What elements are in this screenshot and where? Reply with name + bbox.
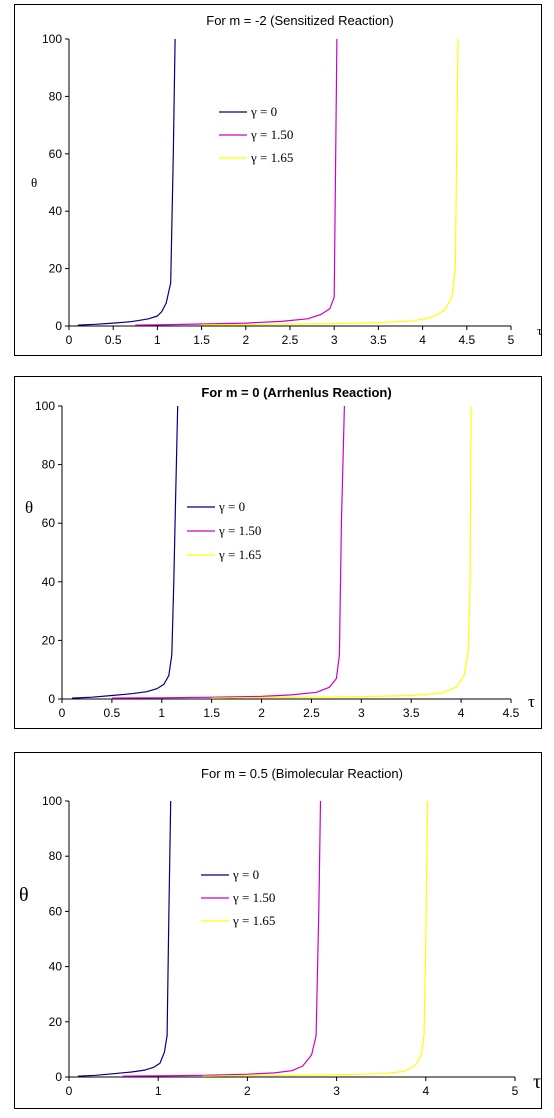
x-tick-label: 5: [508, 333, 515, 347]
legend-label: γ = 0: [250, 104, 277, 119]
x-tick-label: 2: [242, 333, 249, 347]
legend-label: γ = 1.65: [232, 913, 275, 928]
series-line-3: [202, 800, 429, 1077]
x-axis-label: τ: [533, 1071, 541, 1093]
chart-panel-bimolecular: For m = 0.5 (Bimolecular Reaction) 0 1 2 3 4 5…: [14, 752, 542, 1109]
x-tick-label: 1: [158, 706, 165, 720]
legend-label: γ = 0: [218, 499, 245, 514]
x-tick-label: 1: [155, 1084, 162, 1098]
x-axis-label: τ: [537, 323, 542, 338]
legend-label: γ = 1.65: [218, 547, 261, 562]
y-tick-label: 0: [55, 319, 62, 333]
x-tick-label: 5: [512, 1084, 519, 1098]
x-tick-label: 4.5: [458, 333, 475, 347]
chart-legend: γ = 0 γ = 1.50 γ = 1.65: [187, 499, 261, 562]
legend-label: γ = 0: [232, 867, 259, 882]
y-tick-label: 60: [42, 516, 56, 530]
x-tick-label: 1: [154, 333, 161, 347]
y-tick-label: 0: [55, 1070, 62, 1084]
legend-label: γ = 1.65: [250, 150, 293, 165]
y-tick-label: 60: [49, 904, 63, 918]
y-tick-label: 20: [49, 1015, 63, 1029]
series-line-2: [122, 800, 322, 1077]
chart-legend: γ = 0 γ = 1.50 γ = 1.65: [219, 104, 293, 165]
y-tick-label: 40: [42, 575, 56, 589]
chart-title: For m = 0 (Arrhenlus Reaction): [201, 385, 391, 400]
series-line-3: [201, 38, 459, 326]
x-tick-label: 1.5: [193, 333, 210, 347]
legend-label: γ = 1.50: [250, 127, 293, 142]
y-axis-label: θ: [25, 498, 33, 517]
y-tick-label: 80: [42, 458, 56, 472]
y-tick-label: 100: [35, 399, 55, 413]
series-line-2: [135, 38, 338, 326]
y-axis-label: θ: [31, 175, 37, 190]
x-tick-label: 3: [358, 706, 365, 720]
chart-svg-bimolecular: For m = 0.5 (Bimolecular Reaction) 0 1 2 3 4 5…: [19, 766, 541, 1098]
y-tick-label: 80: [49, 849, 63, 863]
x-tick-label: 3: [333, 1084, 340, 1098]
x-tick-label: 3.5: [403, 706, 420, 720]
x-tick-label: 1.5: [203, 706, 220, 720]
y-tick-label: 100: [42, 794, 62, 808]
chart-legend: γ = 0 γ = 1.50 γ = 1.65: [201, 867, 275, 928]
chart-svg-arrhenius: For m = 0 (Arrhenlus Reaction) 0 0.5 1 1.5 2 2…: [25, 385, 535, 720]
x-tick-label: 2.5: [303, 706, 320, 720]
legend-label: γ = 1.50: [218, 523, 261, 538]
y-tick-label: 0: [48, 692, 55, 706]
x-tick-label: 3.5: [370, 333, 387, 347]
series-line-2: [111, 405, 345, 699]
chart-title: For m = -2 (Sensitized Reaction): [206, 13, 393, 28]
series-line-3: [211, 405, 472, 699]
y-tick-label: 60: [49, 147, 63, 161]
x-tick-label: 0: [66, 1084, 73, 1098]
x-tick-label: 4.5: [503, 706, 520, 720]
chart-panel-sensitized: For m = -2 (Sensitized Reaction) 0 0.5 1 1.5…: [14, 4, 542, 356]
x-tick-label: 0: [59, 706, 66, 720]
x-tick-label: 0.5: [105, 333, 122, 347]
series-line-1: [77, 800, 172, 1077]
chart-title: For m = 0.5 (Bimolecular Reaction): [201, 766, 403, 781]
y-tick-label: 100: [42, 32, 62, 46]
x-tick-label: 0.5: [104, 706, 121, 720]
y-tick-label: 80: [49, 89, 63, 103]
y-tick-label: 40: [49, 960, 63, 974]
legend-label: γ = 1.50: [232, 890, 275, 905]
x-tick-label: 2: [258, 706, 265, 720]
x-tick-label: 3: [331, 333, 338, 347]
x-tick-label: 2.5: [282, 333, 299, 347]
x-tick-label: 0: [66, 333, 73, 347]
chart-panel-arrhenius: For m = 0 (Arrhenlus Reaction) 0 0.5 1 1.5 2 2…: [14, 376, 542, 729]
x-tick-label: 2: [244, 1084, 251, 1098]
y-tick-label: 40: [49, 204, 63, 218]
chart-svg-sensitized: For m = -2 (Sensitized Reaction) 0 0.5 1 1.5…: [31, 13, 542, 347]
x-tick-label: 4: [422, 1084, 429, 1098]
y-tick-label: 20: [42, 633, 56, 647]
x-tick-label: 4: [419, 333, 426, 347]
series-line-1: [77, 38, 176, 326]
x-tick-label: 4: [458, 706, 465, 720]
y-axis-label: θ: [19, 884, 29, 906]
series-line-1: [71, 405, 179, 699]
x-axis-label: τ: [528, 692, 535, 711]
y-tick-label: 20: [49, 262, 63, 276]
